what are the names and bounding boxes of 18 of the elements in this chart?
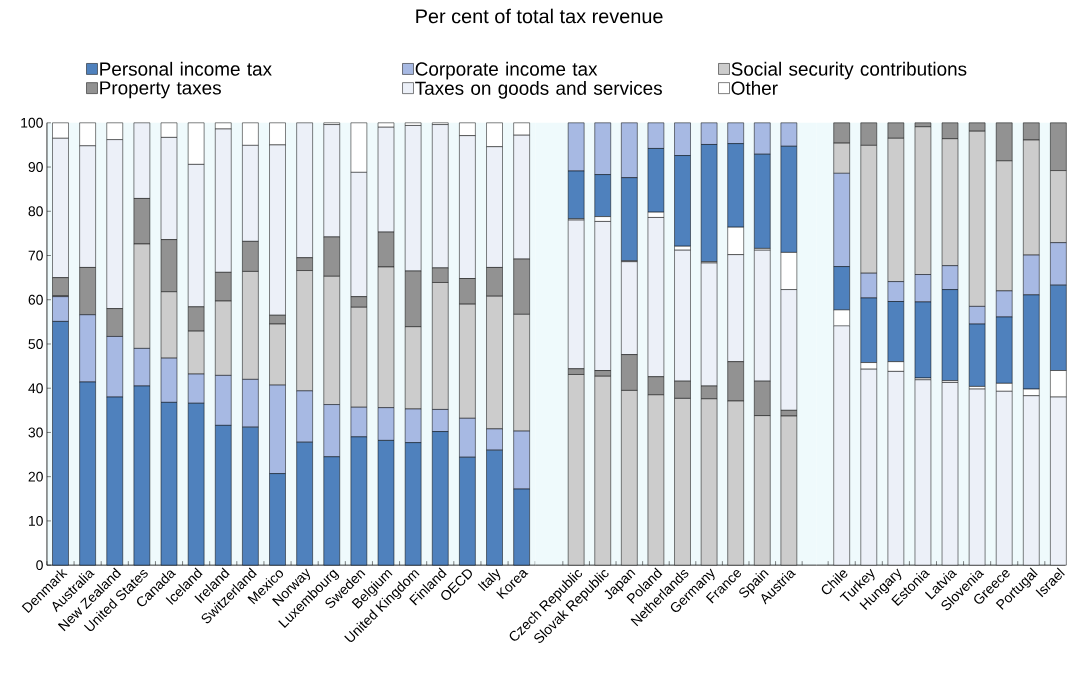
- legend-label: Corporate income tax: [415, 61, 598, 80]
- legend-label: Social security contributions: [731, 61, 967, 80]
- y-tick-label: 0: [36, 560, 43, 571]
- chart-title: Per cent of total tax revenue: [416, 8, 663, 24]
- y-tick-label: 60: [28, 294, 43, 305]
- legend-label: Personal income tax: [100, 61, 272, 76]
- y-tick-label: 40: [28, 383, 43, 394]
- legend-label: Taxes on goods and services: [415, 81, 662, 99]
- y-tick-label: 90: [28, 162, 43, 172]
- legend-label: Property taxes: [100, 81, 221, 99]
- y-tick-label: 100: [21, 117, 43, 128]
- y-tick-label: 30: [28, 427, 43, 438]
- y-tick-label: 70: [28, 250, 43, 261]
- y-tick-label: 80: [28, 206, 43, 217]
- y-tick-label: 10: [28, 515, 43, 526]
- y-tick-label: 20: [28, 471, 43, 482]
- legend-label: Other: [731, 81, 778, 95]
- y-tick-label: 50: [28, 339, 43, 349]
